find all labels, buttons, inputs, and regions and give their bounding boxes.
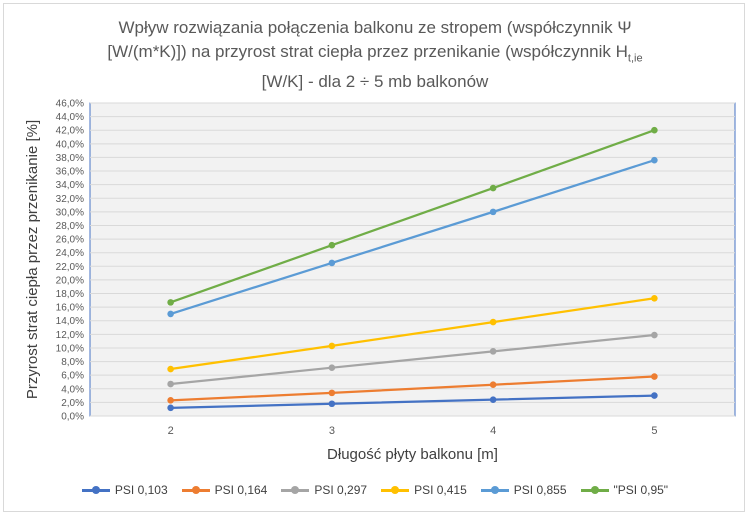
data-point (167, 380, 174, 388)
y-tick-label: 6,0% (61, 371, 84, 382)
y-tick-label: 12,0% (56, 330, 84, 341)
legend-item: PSI 0,297 (281, 483, 367, 497)
data-point (328, 400, 336, 408)
chart-title-line-3: [W/K] - dla 2 ÷ 5 mb balkonów (261, 72, 489, 92)
data-point (651, 392, 658, 399)
y-tick-label: 24,0% (56, 248, 84, 259)
data-point (167, 397, 174, 404)
data-point (167, 365, 174, 373)
series-line (170, 129, 655, 304)
y-tick-label: 40,0% (56, 139, 84, 150)
series-3 (167, 331, 658, 388)
legend-swatch-icon (181, 485, 210, 495)
y-tick-label: 42,0% (56, 126, 84, 137)
y-tick-label: 20,0% (56, 275, 84, 286)
data-point (651, 373, 658, 380)
plot-area (89, 102, 736, 417)
data-point (167, 310, 174, 318)
legend-swatch-icon (81, 485, 110, 495)
y-tick-label: 26,0% (56, 235, 84, 246)
x-tick-label: 2 (168, 425, 174, 437)
data-point (651, 156, 658, 164)
chart-legend: PSI 0,103 PSI 0,164 PSI 0,297 PSI 0,415 PSI … (0, 478, 750, 502)
data-point (651, 126, 658, 134)
y-axis-tick-labels: 0,0% 2,0% 4,0% 6,0% 8,0% 10,0% 12,0% 14,0% 16,0%… (56, 99, 84, 423)
legend-item: PSI 0,164 (181, 483, 268, 497)
y-tick-label: 22,0% (56, 262, 84, 273)
x-axis-tick-labels: 2 3 4 5 (168, 425, 658, 437)
data-point (328, 364, 336, 371)
y-tick-label: 14,0% (56, 316, 84, 327)
data-point (489, 381, 497, 389)
data-point (167, 299, 174, 306)
data-point (328, 259, 336, 267)
legend-label: PSI 0,855 (513, 483, 567, 497)
y-tick-label: 18,0% (56, 289, 84, 300)
legend-swatch-icon (480, 485, 509, 495)
legend-item: PSI 0,415 (381, 483, 467, 497)
series-line (170, 375, 655, 402)
x-tick-label: 4 (490, 425, 496, 437)
series-lines (167, 126, 658, 412)
series-4 (167, 294, 658, 373)
series-1 (167, 392, 658, 412)
data-point (489, 184, 497, 192)
series-2 (167, 373, 658, 404)
data-point (489, 208, 497, 216)
series-line (170, 333, 655, 386)
series-line (170, 297, 655, 371)
grid-lines (89, 102, 736, 417)
legend-label: PSI 0,103 (114, 483, 168, 497)
legend-item: "PSI 0,95" (580, 483, 669, 497)
y-tick-label: 2,0% (61, 398, 84, 409)
x-tick-label: 5 (651, 425, 657, 437)
data-point (651, 331, 658, 339)
series-line (170, 394, 655, 409)
data-point (328, 241, 336, 249)
x-axis-title: Długość płyty balkonu [m] (327, 446, 498, 463)
series-5 (167, 156, 658, 318)
data-point (489, 396, 497, 403)
legend-label: PSI 0,415 (414, 483, 467, 497)
y-tick-label: 32,0% (56, 194, 84, 205)
legend-item: PSI 0,855 (480, 483, 567, 497)
legend-swatch-icon (281, 485, 310, 495)
y-tick-label: 30,0% (56, 207, 84, 218)
series-line (170, 159, 655, 316)
chart-title-line-2: [W/(m*K)]) na przyrost strat ciepła prze… (0, 40, 750, 70)
y-tick-label: 34,0% (56, 180, 84, 191)
chart-title: Wpływ rozwiązania połączenia balkonu ze … (0, 16, 750, 94)
legend-item: PSI 0,103 (81, 483, 168, 497)
y-axis-title: Przyrost strat ciepła przez przenikanie … (24, 120, 41, 399)
y-tick-label: 0,0% (61, 412, 84, 423)
data-point (167, 404, 174, 412)
data-point (489, 348, 497, 355)
legend-swatch-icon (580, 485, 609, 495)
chart-title-line-1: Wpływ rozwiązania połączenia balkonu ze … (118, 18, 632, 37)
y-tick-label: 38,0% (56, 153, 84, 164)
y-tick-label: 46,0% (56, 99, 84, 110)
legend-swatch-icon (381, 485, 410, 495)
y-tick-label: 36,0% (56, 167, 84, 178)
y-tick-label: 10,0% (56, 343, 84, 354)
chart-title-subscript: t,ie (627, 52, 643, 65)
series-6 (167, 126, 658, 306)
y-tick-label: 44,0% (56, 112, 84, 123)
y-tick-label: 28,0% (56, 221, 84, 232)
legend-label: PSI 0,164 (214, 483, 268, 497)
y-tick-label: 8,0% (61, 357, 84, 368)
legend-label: PSI 0,297 (314, 483, 368, 497)
y-tick-label: 16,0% (56, 303, 84, 314)
data-point (489, 318, 497, 326)
legend-label: "PSI 0,95" (613, 483, 669, 497)
data-point (328, 389, 336, 397)
data-point (651, 294, 658, 302)
y-tick-label: 4,0% (61, 384, 84, 395)
x-tick-label: 3 (329, 425, 335, 437)
data-point (328, 342, 336, 350)
chart-title-line-2-text: [W/(m*K)]) na przyrost strat ciepła prze… (107, 42, 628, 61)
